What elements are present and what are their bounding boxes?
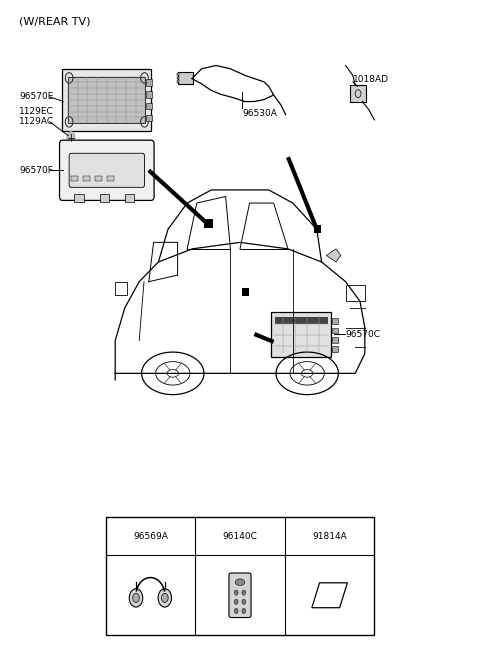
Bar [242,288,249,296]
Circle shape [234,590,238,595]
Bar [204,219,213,228]
Bar [146,103,152,109]
Text: 96140C: 96140C [223,532,257,541]
Circle shape [129,589,143,607]
Bar [177,73,179,76]
Bar [107,176,114,181]
Text: 91814A: 91814A [312,532,347,541]
Polygon shape [326,249,341,262]
Bar [177,80,179,83]
Text: 96569A: 96569A [133,532,168,541]
FancyBboxPatch shape [229,573,251,618]
Circle shape [234,608,238,614]
Ellipse shape [235,579,245,586]
Circle shape [242,599,246,605]
Bar [68,77,145,123]
Text: 96570C: 96570C [346,329,381,339]
Text: 96530A: 96530A [242,109,277,118]
Circle shape [158,589,171,607]
Text: (W/REAR TV): (W/REAR TV) [19,16,91,26]
Bar [74,194,84,202]
Circle shape [234,599,238,605]
Text: 96570F: 96570F [19,166,53,175]
Bar [146,115,152,121]
Bar [332,328,338,333]
Circle shape [242,608,246,614]
Bar [346,285,365,301]
Text: 1018AD: 1018AD [353,75,389,84]
Bar [350,85,366,102]
Bar [106,517,374,635]
Circle shape [67,132,75,143]
Bar [100,194,109,202]
Bar [146,79,152,86]
Bar [115,282,127,295]
FancyBboxPatch shape [69,153,144,187]
Bar [332,346,338,352]
Text: 96570E: 96570E [19,92,54,102]
Bar [125,194,134,202]
Bar [71,176,78,181]
Bar [178,72,193,84]
Circle shape [132,593,139,603]
Bar [83,176,90,181]
Bar [62,69,151,131]
Text: 1129EC: 1129EC [19,107,54,116]
Bar [332,318,338,324]
Circle shape [161,593,168,603]
Bar [271,312,331,357]
Bar [314,225,321,233]
Bar [146,91,152,98]
Circle shape [242,590,246,595]
Bar [332,337,338,343]
Bar [275,317,327,323]
Text: 1129AC: 1129AC [19,117,54,126]
FancyBboxPatch shape [60,140,154,200]
Bar [177,77,179,79]
Bar [95,176,102,181]
